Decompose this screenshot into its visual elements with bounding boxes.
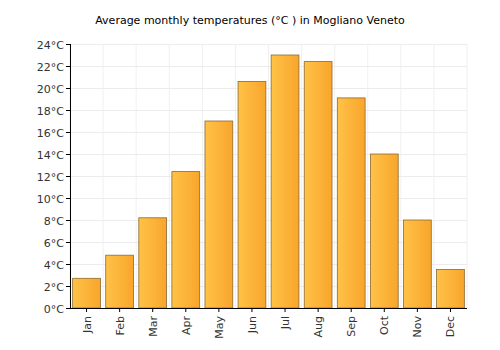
x-tick [86, 308, 87, 312]
y-tick-label: 16°C [37, 127, 64, 140]
x-tick-label: Apr [180, 316, 193, 336]
y-tick-label: 18°C [37, 105, 64, 118]
y-tick [66, 88, 70, 89]
y-tick-label: 0°C [44, 303, 64, 316]
y-tick-label: 10°C [37, 193, 64, 206]
y-grid-line [70, 176, 467, 177]
x-tick-label: Sep [345, 316, 358, 337]
bar [205, 121, 233, 308]
bar [106, 255, 134, 308]
y-tick-label: 20°C [37, 83, 64, 96]
y-tick [66, 220, 70, 221]
x-tick [185, 308, 186, 312]
y-tick [66, 286, 70, 287]
bar [73, 278, 101, 308]
y-grid-line [70, 88, 467, 89]
y-tick-label: 12°C [37, 171, 64, 184]
bar [139, 218, 167, 308]
y-axis [70, 44, 71, 308]
bar [437, 270, 465, 309]
x-axis [70, 308, 467, 309]
x-tick [251, 308, 252, 312]
x-tick [285, 308, 286, 312]
y-tick [66, 198, 70, 199]
chart-svg: Average monthly temperatures (°C ) in Mo… [0, 0, 500, 350]
x-tick-label: Jan [81, 316, 94, 334]
bar [304, 62, 332, 308]
x-tick-label: Jul [279, 316, 292, 330]
y-tick-label: 14°C [37, 149, 64, 162]
bar [271, 55, 299, 308]
x-tick-label: Jun [246, 316, 259, 334]
y-tick [66, 66, 70, 67]
x-tick [351, 308, 352, 312]
y-grid-line [70, 132, 467, 133]
y-tick [66, 132, 70, 133]
y-tick [66, 110, 70, 111]
bar [337, 98, 365, 308]
bar [370, 154, 398, 308]
x-tick [318, 308, 319, 312]
y-grid-line [70, 198, 467, 199]
y-tick [66, 44, 70, 45]
y-tick-label: 4°C [44, 259, 64, 272]
x-tick-label: May [213, 316, 226, 339]
x-tick-label: Feb [114, 316, 127, 335]
bar [238, 81, 266, 308]
y-tick-label: 22°C [37, 61, 64, 74]
chart-container: Average monthly temperatures (°C ) in Mo… [0, 0, 500, 350]
bar [403, 220, 431, 308]
x-tick-label: Oct [378, 315, 391, 335]
x-tick [152, 308, 153, 312]
chart-title: Average monthly temperatures (°C ) in Mo… [95, 14, 405, 27]
y-tick [66, 176, 70, 177]
bars [73, 55, 465, 308]
y-grid-line [70, 44, 467, 45]
x-tick [218, 308, 219, 312]
y-tick-label: 6°C [44, 237, 64, 250]
y-tick [66, 264, 70, 265]
x-tick [417, 308, 418, 312]
x-tick-label: Mar [147, 316, 160, 337]
y-tick-label: 2°C [44, 281, 64, 294]
y-grid-line [70, 308, 467, 309]
x-tick-label: Dec [444, 316, 457, 337]
bar [172, 172, 200, 308]
y-tick [66, 154, 70, 155]
x-tick [384, 308, 385, 312]
y-tick [66, 242, 70, 243]
x-tick-label: Aug [312, 316, 325, 337]
y-grid-line [70, 66, 467, 67]
x-tick-label: Nov [411, 316, 424, 338]
x-tick [119, 308, 120, 312]
y-tick [66, 308, 70, 309]
y-grid-line [70, 110, 467, 111]
y-tick-label: 8°C [44, 215, 64, 228]
y-grid-line [70, 154, 467, 155]
y-tick-label: 24°C [37, 39, 64, 52]
x-tick [450, 308, 451, 312]
